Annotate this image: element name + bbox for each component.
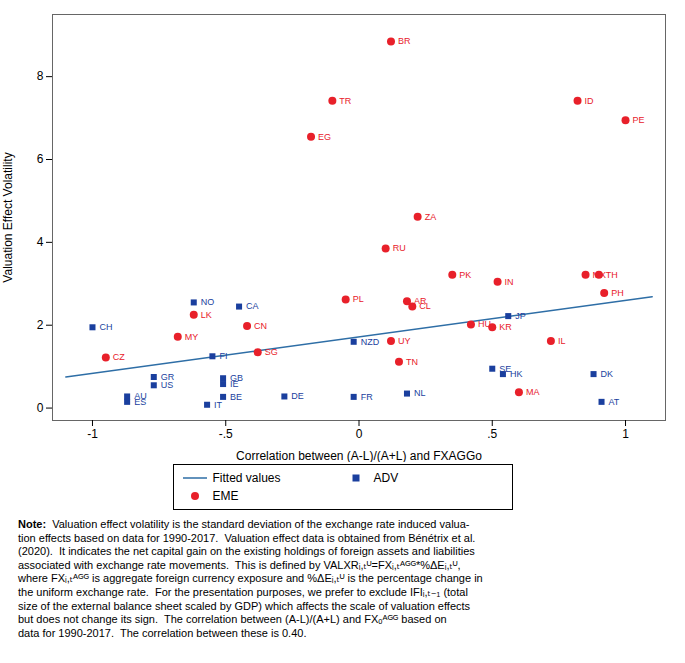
svg-text:CZ: CZ — [113, 352, 125, 362]
svg-text:MX: MX — [593, 270, 607, 280]
svg-text:TH: TH — [606, 270, 618, 280]
svg-text:IN: IN — [505, 277, 514, 287]
svg-text:0: 0 — [37, 401, 44, 415]
svg-text:CL: CL — [419, 301, 431, 311]
svg-text:NO: NO — [201, 297, 215, 307]
svg-text:IE: IE — [230, 379, 239, 389]
svg-text:ZA: ZA — [425, 212, 437, 222]
svg-text:FI: FI — [219, 351, 227, 361]
svg-text:2: 2 — [37, 318, 44, 332]
svg-text:RU: RU — [393, 243, 406, 253]
svg-text:UY: UY — [398, 336, 411, 346]
html-text:data for 1990-2017. The correl: data for 1990-2017. The correlation betw… — [18, 626, 307, 639]
svg-text:PK: PK — [459, 270, 471, 280]
svg-text:HU: HU — [478, 319, 491, 329]
svg-text:6: 6 — [37, 152, 44, 166]
svg-text:DK: DK — [601, 369, 614, 379]
svg-text:TR: TR — [339, 96, 351, 106]
svg-text:MA: MA — [526, 387, 540, 397]
svg-text:SE: SE — [499, 363, 512, 374]
html-text:tion effects based on data for: tion effects based on data for 1990-2017… — [18, 531, 476, 544]
svg-text:GR: GR — [160, 371, 175, 382]
svg-text:FR: FR — [361, 392, 373, 402]
svg-text:AT: AT — [609, 397, 620, 407]
svg-text:ES: ES — [134, 397, 146, 407]
svg-text:DE: DE — [291, 391, 304, 401]
svg-text:0: 0 — [356, 427, 363, 441]
svg-text:CA: CA — [246, 301, 259, 311]
html-text:size of the external balance s: size of the external balance sheet scale… — [18, 599, 471, 612]
svg-text:CH: CH — [99, 322, 112, 332]
html-text:ADV: ADV — [373, 471, 399, 485]
svg-text:KR: KR — [499, 322, 512, 332]
svg-text:MY: MY — [185, 332, 199, 342]
svg-text:IL: IL — [558, 336, 566, 346]
svg-text:4: 4 — [37, 235, 44, 249]
svg-text:CN: CN — [254, 321, 267, 331]
svg-text:LK: LK — [201, 310, 212, 320]
svg-text:ID: ID — [585, 96, 595, 106]
html-text:Fitted values: Fitted values — [212, 471, 281, 485]
html-text:associated with exchange rate: associated with exchange rate movements.… — [18, 558, 461, 571]
svg-text:TN: TN — [406, 357, 418, 367]
svg-text:.5: .5 — [487, 427, 497, 441]
svg-text:EG: EG — [318, 132, 331, 142]
html-text:the uniform exchange rate. For: the uniform exchange rate. For the prese… — [18, 586, 468, 598]
svg-text:1: 1 — [622, 427, 629, 441]
svg-text:PL: PL — [353, 294, 364, 304]
svg-text:BR: BR — [398, 36, 411, 46]
svg-text:Valuation Effect Volatility: Valuation Effect Volatility — [1, 152, 15, 282]
html-text:but does not change its sign.: but does not change its sign. The correl… — [18, 613, 447, 626]
svg-text:BE: BE — [230, 392, 242, 402]
svg-text:-1: -1 — [87, 427, 98, 441]
html-text:EME: EME — [212, 489, 239, 503]
svg-text:JP: JP — [515, 311, 526, 321]
html-text:(2020). It indicates the net c: (2020). It indicates the net capital gai… — [18, 545, 475, 558]
svg-text:NL: NL — [414, 388, 426, 398]
svg-text:IT: IT — [214, 400, 223, 410]
svg-text:SG: SG — [265, 347, 278, 357]
svg-text:PH: PH — [611, 288, 624, 298]
svg-text:US: US — [161, 380, 174, 390]
html-text:where FXᵢ,ₜᴬᴳᴳ is aggregate fo: where FXᵢ,ₜᴬᴳᴳ is aggregate foreign curr… — [18, 572, 483, 585]
html-text:Note: Valuation effect volatil: Note: Valuation effect volatility is the… — [18, 518, 470, 530]
svg-text:-.5: -.5 — [219, 427, 233, 441]
svg-text:Correlation between (A-L)/(A+L: Correlation between (A-L)/(A+L) and FXAG… — [236, 449, 482, 463]
svg-text:PE: PE — [633, 115, 645, 125]
svg-text:HK: HK — [510, 369, 523, 379]
svg-text:8: 8 — [37, 69, 44, 83]
svg-text:NZD: NZD — [361, 337, 380, 347]
